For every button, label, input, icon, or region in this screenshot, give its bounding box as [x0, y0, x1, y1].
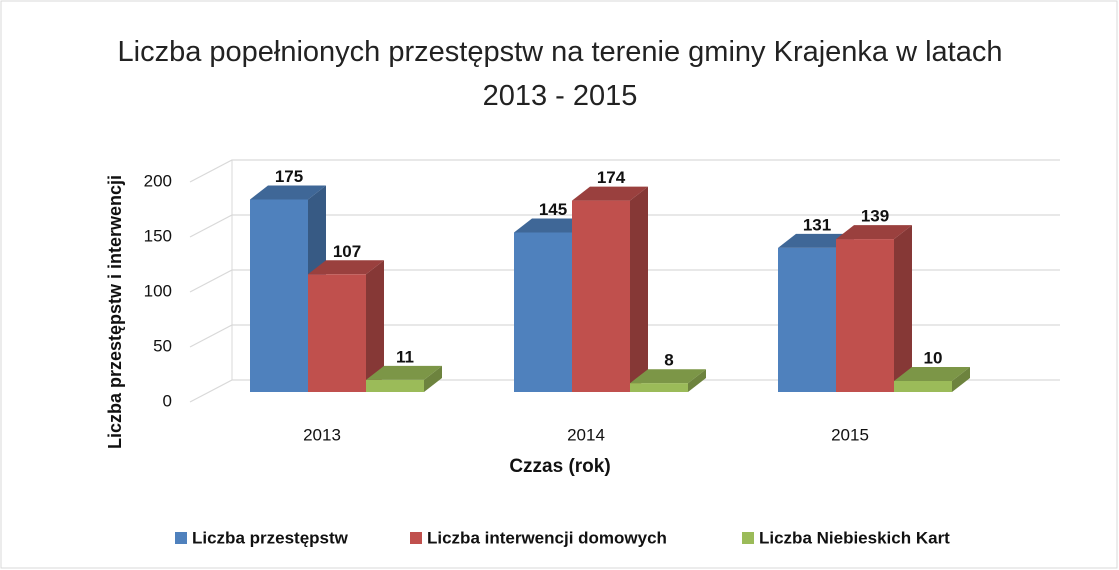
- bar-front: [250, 199, 308, 392]
- y-tick-label: 100: [144, 281, 172, 300]
- legend-label: Liczba interwencji domowych: [427, 528, 667, 547]
- bar-top: [308, 260, 384, 275]
- bar-side: [630, 186, 648, 392]
- bar-front: [630, 383, 688, 392]
- chart-title: Liczba popełnionych przestępstw na teren…: [117, 36, 1003, 112]
- data-label: 175: [275, 167, 303, 186]
- bar-top: [250, 185, 326, 200]
- bar-side: [366, 260, 384, 392]
- data-label: 10: [924, 348, 943, 367]
- data-label: 174: [597, 168, 626, 187]
- data-label: 11: [396, 347, 414, 366]
- bar-front: [836, 239, 894, 392]
- x-axis-label: Czzas (rok): [509, 456, 610, 477]
- bar: [308, 260, 384, 392]
- bar-side: [894, 225, 912, 392]
- bar-top: [894, 367, 970, 381]
- legend-label: Liczba przestępstw: [192, 528, 349, 547]
- bar-side: [952, 367, 970, 392]
- y-tick-label: 50: [153, 336, 172, 355]
- bar-side: [688, 369, 706, 392]
- data-label: 107: [333, 242, 361, 261]
- bar-top: [572, 186, 648, 201]
- bar-front: [572, 200, 630, 392]
- bar-top: [836, 225, 912, 240]
- bar-top: [778, 233, 854, 248]
- bar-top: [514, 218, 590, 233]
- y-axis-label: Liczba przestępstw i interwencji: [105, 175, 125, 449]
- bar: [366, 365, 442, 392]
- bar-front: [366, 379, 424, 392]
- bar-front: [778, 247, 836, 392]
- bar-side: [424, 365, 442, 392]
- bar: [572, 186, 648, 392]
- bar: [894, 367, 970, 392]
- data-label: 8: [664, 351, 673, 370]
- legend-swatch: [410, 532, 422, 544]
- y-tick-label: 0: [163, 391, 172, 410]
- data-label: 139: [861, 207, 889, 226]
- data-label: 131: [803, 215, 831, 234]
- bar-top: [630, 369, 706, 384]
- bar-front: [514, 232, 572, 392]
- legend-swatch: [742, 532, 754, 544]
- x-tick-label: 2013: [303, 425, 341, 444]
- bar-front: [308, 274, 366, 392]
- x-tick-label: 2015: [831, 425, 869, 444]
- y-tick-label: 150: [144, 226, 172, 245]
- bar-top: [366, 365, 442, 380]
- y-tick-label: 200: [144, 171, 172, 190]
- bar: [630, 369, 706, 392]
- bar-front: [894, 381, 952, 392]
- data-label: 145: [539, 200, 567, 219]
- x-tick-label: 2014: [567, 425, 605, 444]
- bar: [836, 225, 912, 392]
- legend-swatch: [175, 532, 187, 544]
- legend-label: Liczba Niebieskich Kart: [759, 528, 950, 547]
